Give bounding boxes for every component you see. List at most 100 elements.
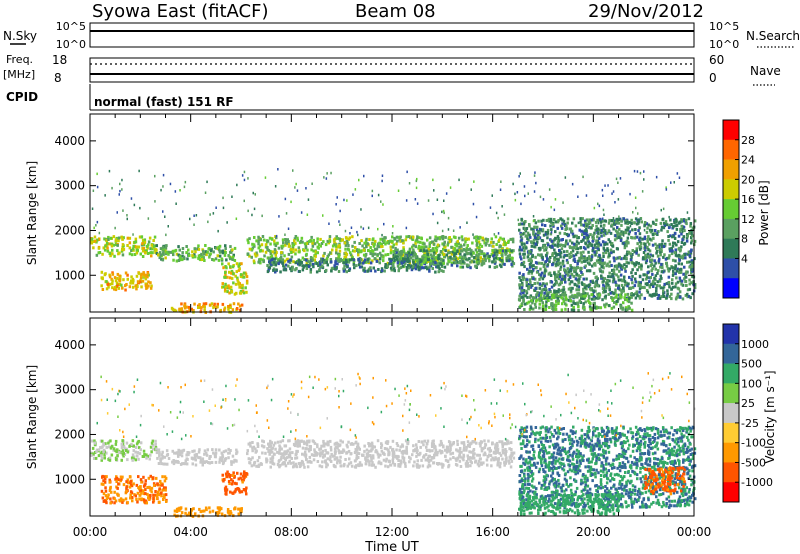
velocity-cell — [158, 452, 161, 456]
power-cell — [568, 252, 571, 256]
power-cell — [319, 262, 322, 266]
power-cell — [541, 255, 544, 259]
power-cell — [521, 232, 524, 236]
velocity-cell — [113, 501, 116, 505]
velocity-cell — [264, 451, 267, 455]
power-cell — [608, 285, 611, 289]
power-cell — [617, 278, 621, 282]
power-cell — [562, 219, 566, 223]
power-cell — [202, 304, 205, 308]
power-cell — [599, 256, 602, 260]
power-cell — [114, 226, 116, 230]
power-cell — [654, 223, 658, 226]
power-cell — [193, 302, 196, 306]
power-cell — [615, 267, 619, 271]
power-cell — [271, 258, 274, 262]
power-cell — [100, 284, 103, 288]
velocity-cell — [105, 445, 108, 449]
power-cell — [673, 181, 675, 184]
velocity-cell — [371, 445, 375, 449]
power-cell — [348, 258, 352, 262]
velocity-cell — [199, 460, 202, 464]
power-cell — [665, 186, 667, 189]
power-cell — [121, 243, 125, 247]
power-cell — [588, 305, 592, 309]
power-cell — [688, 230, 692, 233]
velocity-cell — [376, 439, 380, 443]
power-cell — [103, 248, 107, 252]
velocity-cell — [247, 457, 251, 461]
power-cell — [539, 253, 542, 257]
power-cell — [346, 265, 349, 269]
power-cell — [152, 239, 155, 242]
power-cell — [384, 263, 387, 266]
power-cell — [291, 247, 295, 250]
power-cell — [109, 254, 112, 258]
power-cell — [417, 267, 420, 271]
power-cell — [363, 266, 366, 270]
power-cell — [511, 240, 515, 244]
power-cell — [111, 286, 114, 290]
power-cell — [414, 259, 418, 263]
power-cell — [115, 285, 118, 288]
power-cell — [656, 280, 659, 284]
power-cell — [193, 214, 195, 217]
power-cell — [663, 253, 666, 257]
power-cell — [356, 230, 358, 234]
power-cell — [534, 255, 537, 259]
power-cell — [111, 248, 114, 252]
power-cell — [260, 243, 264, 247]
power-cell — [557, 290, 560, 294]
power-cell — [410, 268, 414, 272]
power-cell — [648, 242, 651, 246]
power-cell — [602, 246, 605, 250]
power-cell — [542, 282, 545, 286]
power-cell — [500, 180, 502, 183]
power-cell — [653, 264, 656, 268]
power-cell — [360, 208, 362, 211]
power-cell — [443, 211, 445, 215]
power-cell — [525, 241, 529, 245]
power-cell — [651, 272, 654, 276]
power-cell — [603, 290, 607, 294]
power-cell — [281, 238, 285, 242]
power-cell — [640, 264, 643, 268]
power-cell — [508, 257, 512, 261]
power-cell — [632, 262, 636, 266]
velocity-cell — [149, 474, 152, 478]
power-cell — [574, 302, 577, 306]
power-cell — [534, 242, 538, 246]
power-cell — [580, 223, 583, 227]
power-cell — [399, 260, 403, 264]
velocity-cell — [294, 462, 298, 466]
velocity-cell — [411, 453, 414, 457]
power-cell — [149, 251, 152, 255]
power-cell — [231, 308, 235, 312]
velocity-cell — [149, 453, 152, 457]
power-cell — [269, 242, 272, 246]
power-cell — [432, 253, 435, 257]
power-cell — [628, 220, 631, 224]
power-cell — [622, 217, 626, 221]
velocity-cell — [332, 463, 336, 467]
velocity-cell — [232, 460, 235, 464]
power-cell — [548, 219, 551, 223]
power-cell — [272, 262, 275, 266]
power-cell — [606, 262, 609, 266]
power-cell — [501, 205, 503, 208]
power-cell — [567, 298, 571, 302]
power-cell — [624, 269, 627, 273]
power-y-axis-label: Slant Range [km] — [25, 161, 39, 265]
power-cell — [443, 255, 447, 259]
velocity-cell — [124, 497, 128, 501]
power-cell — [453, 247, 456, 251]
power-cell — [229, 265, 232, 269]
power-cell — [627, 250, 631, 254]
velocity-cell — [140, 480, 143, 484]
velocity-cell — [215, 511, 218, 515]
power-cell — [423, 251, 426, 254]
power-cell — [477, 240, 481, 244]
power-cell — [224, 274, 227, 277]
power-cell — [561, 262, 565, 266]
power-cell — [522, 246, 525, 250]
